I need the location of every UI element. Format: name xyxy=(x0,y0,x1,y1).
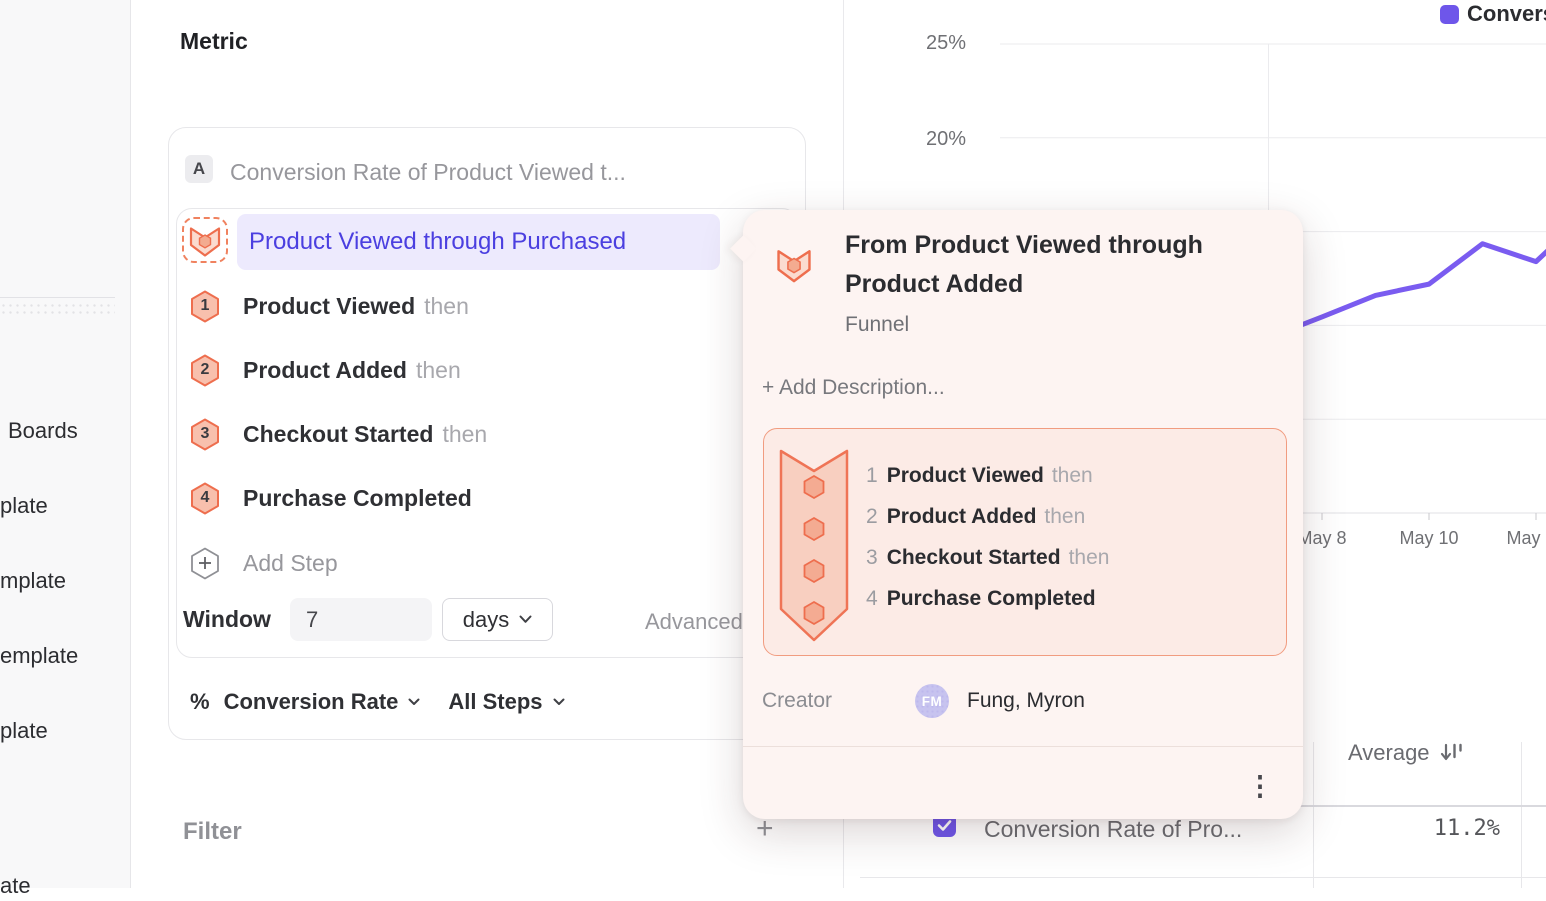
filter-section-heading: Filter xyxy=(183,818,242,845)
funnel-steps-list: 1 Product Viewed then 2 Product Added th… xyxy=(866,455,1266,619)
step-1-name: Product Viewed xyxy=(243,292,416,319)
popover-step-1: 1 Product Viewed then xyxy=(866,463,1093,487)
steps-scope-dropdown[interactable]: All Steps xyxy=(448,689,543,714)
popover-title: From Product Viewed through Product Adde… xyxy=(845,231,1203,298)
step-2-hexagon-badge: 2 xyxy=(190,354,220,387)
chevron-down-icon xyxy=(519,615,532,623)
step-row-3[interactable]: 3 Checkout Started then xyxy=(190,417,750,451)
table-row-divider xyxy=(860,877,1546,878)
popover-step-2: 2 Product Added then xyxy=(866,504,1086,528)
average-column-header[interactable]: Average xyxy=(1348,740,1464,766)
funnel-icon xyxy=(775,243,813,290)
left-sidebar: Boards plate mplate emplate plate ate xyxy=(0,0,131,898)
sidebar-item-template-3[interactable]: emplate xyxy=(0,643,79,668)
popover-step-3: 3 Checkout Started then xyxy=(866,545,1110,569)
add-filter-button[interactable]: + xyxy=(756,812,774,845)
table-row-average-value: 11.2% xyxy=(1433,816,1500,841)
measure-dropdown[interactable]: Conversion Rate xyxy=(223,689,399,714)
sidebar-item-boards[interactable]: Boards xyxy=(8,418,78,443)
step-1-hexagon-badge: 1 xyxy=(190,290,220,323)
x-axis-tick-may12: May 12 xyxy=(1506,528,1546,548)
y-axis-tick-20: 20% xyxy=(925,128,966,150)
chart-legend[interactable]: Conversion Rate of Pro... xyxy=(1440,1,1546,27)
funnel-definition-card xyxy=(176,208,798,658)
step-row-4[interactable]: 4 Purchase Completed xyxy=(190,481,750,515)
legend-label: Conversion Rate of Pro... xyxy=(1467,1,1546,26)
measure-symbol: % xyxy=(190,689,210,714)
y-axis-tick-25: 25% xyxy=(925,32,966,54)
add-step-hexagon-icon xyxy=(190,547,220,580)
sidebar-item-template-2[interactable]: mplate xyxy=(0,568,67,593)
legend-swatch xyxy=(1440,4,1459,24)
funnel-details-popover: From Product Viewed through Product Adde… xyxy=(730,210,1303,819)
step-2-connector: then xyxy=(415,356,461,383)
step-3-name: Checkout Started xyxy=(243,420,434,447)
series-a-badge: A xyxy=(185,155,213,183)
window-unit-value: days xyxy=(462,606,510,632)
step-row-2[interactable]: 2 Product Added then xyxy=(190,353,750,387)
chart-panel: Conversion Rate of Pro... 25% 20% May 8 … xyxy=(843,0,1546,888)
popover-footer-divider xyxy=(743,746,1303,747)
x-axis-tick-may10: May 10 xyxy=(1399,528,1459,548)
selected-funnel-row[interactable]: Product Viewed through Purchased xyxy=(237,214,720,270)
kebab-menu-icon[interactable]: ⋮ xyxy=(1246,770,1274,801)
step-row-1[interactable]: 1 Product Viewed then xyxy=(190,289,750,323)
funnel-icon xyxy=(189,227,221,257)
avatar: FM xyxy=(915,684,949,718)
step-4-hexagon-badge: 4 xyxy=(190,482,220,515)
x-axis-tick-may8: May 8 xyxy=(1297,528,1347,548)
series-title[interactable]: Conversion Rate of Product Viewed t... xyxy=(230,159,626,185)
metric-section-heading: Metric xyxy=(180,28,248,54)
window-label: Window xyxy=(183,606,271,632)
popover-step-4: 4 Purchase Completed xyxy=(866,586,1096,610)
window-value-input[interactable] xyxy=(290,598,432,641)
chevron-down-icon xyxy=(408,698,420,705)
sidebar-divider xyxy=(0,297,115,298)
popover-type-label: Funnel xyxy=(845,313,910,336)
table-column-divider-left xyxy=(1313,742,1314,888)
step-1-connector: then xyxy=(424,292,469,319)
advanced-link[interactable]: Advanced xyxy=(645,609,743,634)
series-checkbox[interactable] xyxy=(933,814,956,837)
sidebar-dotted-strip xyxy=(0,302,115,314)
selected-funnel-label: Product Viewed through Purchased xyxy=(249,228,627,255)
add-step-label: Add Step xyxy=(243,549,338,576)
step-3-connector: then xyxy=(442,420,488,447)
conversion-rate-line xyxy=(1292,241,1546,330)
table-row-name[interactable]: Conversion Rate of Pro... xyxy=(984,816,1243,842)
measure-row: % Conversion Rate All Steps xyxy=(190,687,565,717)
step-2-name: Product Added xyxy=(243,356,407,383)
add-description-button[interactable]: + Add Description... xyxy=(762,376,945,399)
funnel-icon-box[interactable] xyxy=(182,217,228,263)
sidebar-item-template-4[interactable]: plate xyxy=(0,718,48,743)
add-step-button[interactable]: Add Step xyxy=(190,546,750,580)
window-unit-select[interactable]: days xyxy=(442,598,553,641)
funnel-steps-card: 1 Product Viewed then 2 Product Added th… xyxy=(763,428,1287,656)
funnel-banner-icon xyxy=(779,447,849,648)
sidebar-item-template-1[interactable]: plate xyxy=(0,493,48,518)
creator-label: Creator xyxy=(762,689,833,712)
creator-name: Fung, Myron xyxy=(967,689,1085,712)
step-3-hexagon-badge: 3 xyxy=(190,418,220,451)
step-4-name: Purchase Completed xyxy=(243,484,472,511)
table-column-divider-right xyxy=(1521,742,1522,888)
sort-descending-icon xyxy=(1440,743,1462,761)
check-icon xyxy=(937,820,952,831)
chevron-down-icon xyxy=(553,698,565,705)
sidebar-item-template-5[interactable]: ate xyxy=(0,873,31,898)
